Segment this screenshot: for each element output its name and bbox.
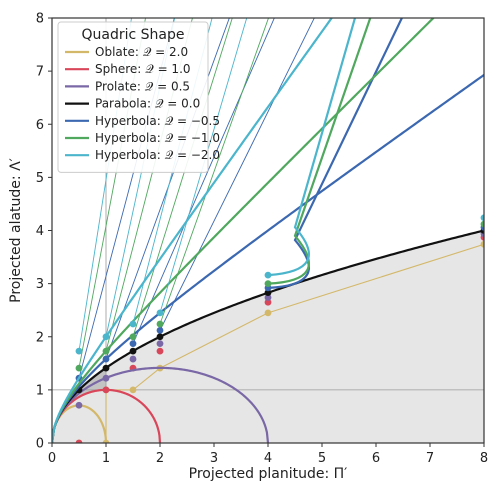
series-4-point-2	[129, 340, 137, 348]
x-tick-label-4: 4	[264, 451, 272, 466]
series-4-curve	[52, 74, 484, 443]
legend-label-5: Hyperbola: 𝒬 = −1.0	[95, 131, 220, 145]
series-5-curve	[52, 18, 435, 443]
shaded-region	[52, 230, 484, 443]
series-2-point-1	[102, 374, 110, 382]
series-5-point-3	[156, 320, 164, 328]
y-tick-label-7: 7	[36, 65, 44, 80]
series-6-point-3	[156, 309, 164, 317]
x-tick-label-2: 2	[156, 451, 164, 466]
series-1-point-1	[102, 386, 110, 394]
series-5-branch-0	[267, 18, 372, 285]
inner-shaded-region	[52, 367, 106, 443]
series-5-point-1	[102, 347, 110, 355]
series-1-point-0	[75, 439, 83, 443]
series-4-ray-2	[132, 18, 275, 344]
y-tick-label-3: 3	[36, 277, 44, 292]
y-tick-label-0: 0	[36, 437, 44, 452]
series-3-point-2	[129, 347, 137, 355]
y-tick-label-1: 1	[36, 383, 44, 398]
series-5-ray-3	[159, 18, 269, 325]
y-tick-label-5: 5	[36, 171, 44, 186]
series-4-ray-3	[159, 18, 315, 331]
x-tick-label-3: 3	[210, 451, 218, 466]
legend: Quadric Shape Oblate: 𝒬 = 2.0 Sphere: 𝒬 =…	[57, 21, 220, 173]
x-tick-label-6: 6	[372, 451, 380, 466]
y-tick-label-2: 2	[36, 330, 44, 345]
series-5-point-0	[75, 364, 83, 372]
series-0-connector-5	[267, 243, 484, 314]
series-3-point-3	[156, 333, 164, 341]
series-4-branch-1	[483, 226, 484, 228]
series-1-point-3	[156, 347, 164, 355]
legend-label-4: Hyperbola: 𝒬 = −0.5	[95, 114, 220, 128]
series-6-branch-0	[267, 18, 357, 277]
legend-box	[57, 21, 209, 173]
series-6-point-1	[102, 333, 110, 341]
series-3	[52, 227, 484, 443]
series-2-point-3	[156, 340, 164, 348]
series-3-point-1	[102, 364, 110, 372]
series-6-curve	[52, 18, 334, 443]
y-axis-label: Projected alatude: Λ′	[8, 158, 24, 303]
series-1	[52, 234, 484, 443]
series-6-point-5	[480, 214, 484, 222]
series-3-point-4	[264, 289, 272, 297]
legend-title: Quadric Shape	[82, 27, 185, 43]
series-0-point-3	[129, 386, 137, 394]
legend-label-3: Parabola: 𝒬 = 0.0	[95, 97, 200, 111]
series-0-point-5	[264, 309, 272, 317]
series-6-point-0	[75, 347, 83, 355]
x-tick-label-5: 5	[318, 451, 326, 466]
legend-label-0: Oblate: 𝒬 = 2.0	[95, 45, 188, 59]
series-0-point-1	[102, 439, 110, 443]
x-tick-label-1: 1	[102, 451, 110, 466]
series-2-point-4	[264, 294, 272, 301]
series-5-point-5	[480, 220, 484, 228]
x-tick-label-7: 7	[426, 451, 434, 466]
series-4-branch-0	[267, 18, 404, 289]
y-tick-label-8: 8	[36, 12, 44, 27]
series-5-point-2	[129, 333, 137, 341]
series-5-branch-1	[483, 222, 484, 225]
legend-label-6: Hyperbola: 𝒬 = −2.0	[95, 148, 220, 162]
series-4-point-1	[102, 355, 110, 363]
series-0-point-6	[480, 240, 484, 248]
series-4-point-3	[156, 326, 164, 334]
series-0-connector-4	[159, 312, 269, 369]
series-1-point-4	[264, 298, 272, 306]
series-2-curve	[52, 366, 270, 443]
series-2-point-2	[129, 355, 137, 363]
series-6-branch-1	[483, 216, 484, 218]
series-0-connector-3	[132, 367, 161, 391]
x-axis-label: Projected planitude: Π′	[189, 466, 348, 482]
legend-label-1: Sphere: 𝒬 = 1.0	[95, 62, 191, 76]
x-tick-label-8: 8	[480, 451, 488, 466]
x-tick-label-0: 0	[48, 451, 56, 466]
y-tick-label-6: 6	[36, 118, 44, 133]
shaded-region-layer	[52, 230, 484, 443]
series-5-point-4	[264, 280, 272, 288]
legend-label-2: Prolate: 𝒬 = 0.5	[95, 79, 190, 93]
ticks-layer: 0 1 2 3 4 5 6 7 8 0 1 2 3 4 5 6 7 8	[36, 12, 488, 467]
series-6-point-4	[264, 271, 272, 279]
series-6-point-2	[129, 320, 137, 328]
y-tick-label-4: 4	[36, 224, 44, 239]
series-2-point-0	[75, 401, 83, 409]
